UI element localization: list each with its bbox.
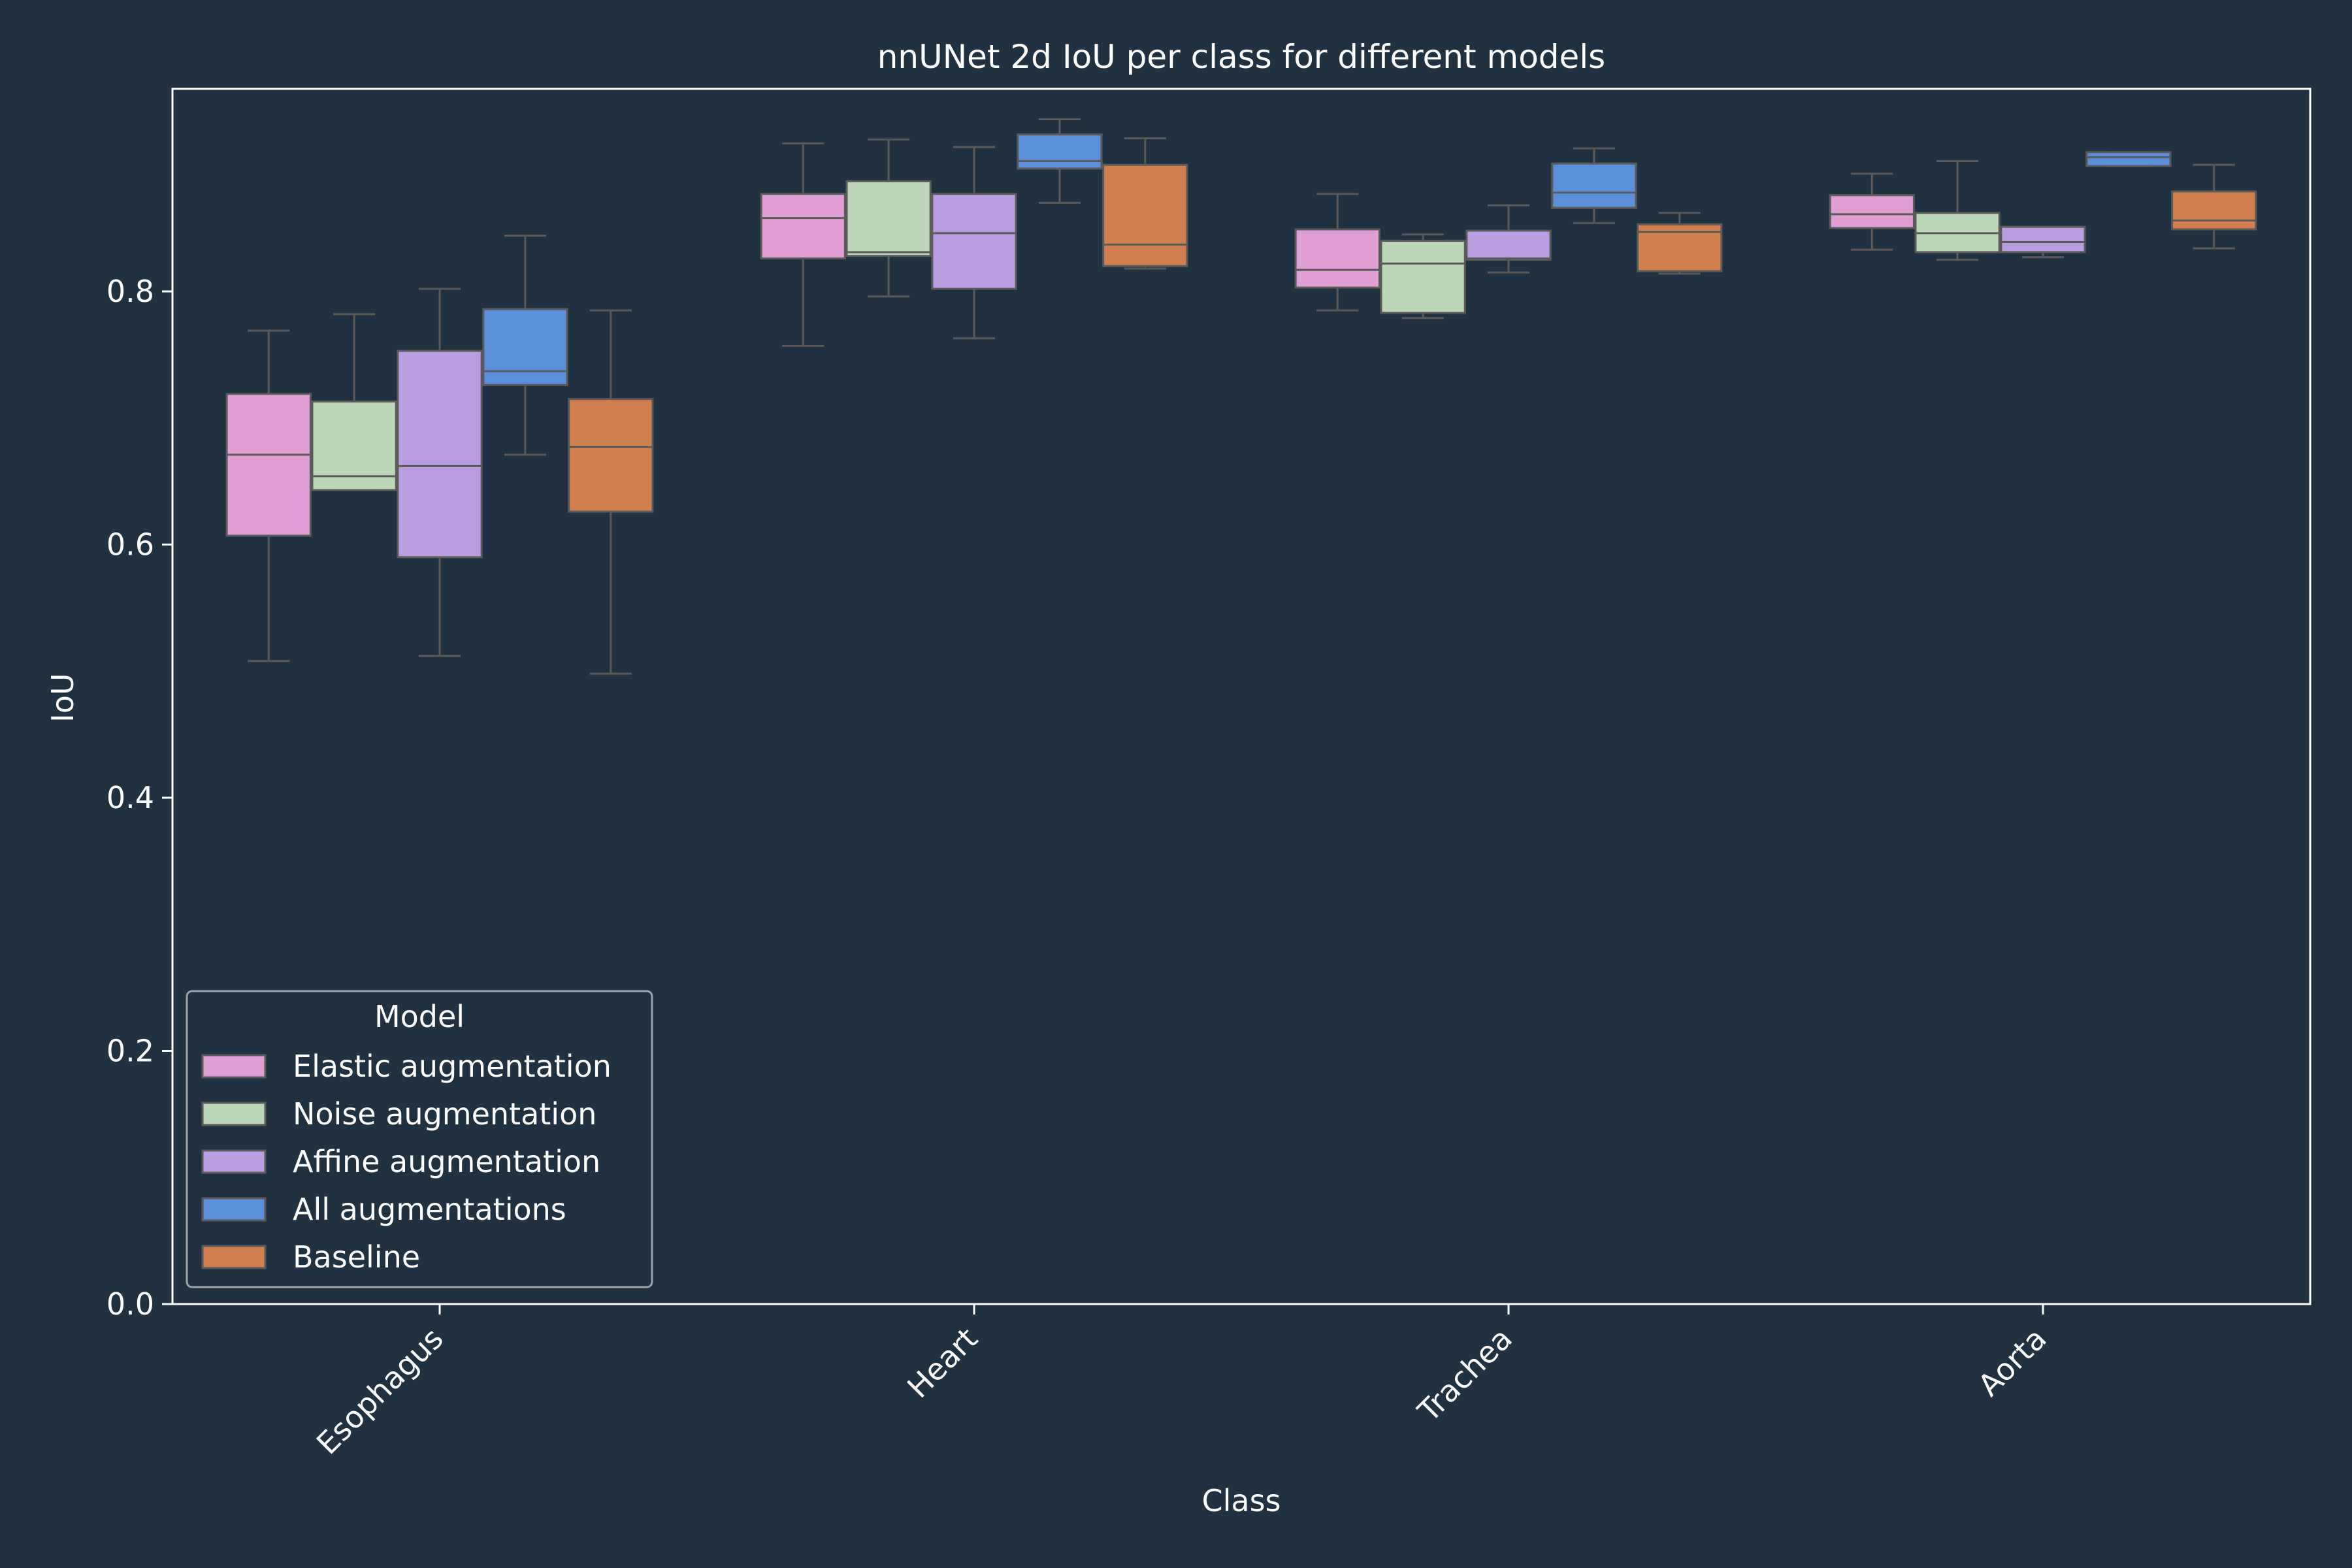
box	[1829, 172, 1915, 251]
box-body	[482, 308, 568, 386]
box-body	[1294, 228, 1380, 289]
box	[1551, 147, 1637, 224]
box	[2000, 225, 2086, 259]
box	[2171, 163, 2257, 250]
box-body	[1102, 163, 1188, 267]
chart-title: nnUNet 2d IoU per class for different mo…	[877, 38, 1606, 76]
legend-items: Elastic augmentation Noise augmentation Af…	[201, 1049, 612, 1275]
y-tick-label: 0.0	[106, 1286, 154, 1322]
box	[568, 309, 654, 675]
y-tick-label: 0.4	[106, 780, 154, 815]
box	[845, 139, 932, 298]
legend-swatch	[201, 1197, 267, 1222]
legend-label: Affine augmentation	[293, 1144, 600, 1179]
box	[1465, 204, 1552, 274]
y-tick-label: 0.6	[106, 527, 154, 563]
box	[482, 235, 568, 456]
legend-swatch	[201, 1149, 267, 1174]
box-body	[225, 393, 312, 537]
box	[1102, 137, 1188, 270]
box-body	[760, 193, 846, 260]
legend-swatch	[201, 1102, 267, 1126]
box-body	[2000, 225, 2086, 253]
legend-label: Noise augmentation	[293, 1096, 596, 1132]
box-body	[2085, 151, 2172, 167]
box	[397, 287, 483, 657]
y-tick-label: 0.2	[106, 1034, 154, 1069]
box-body	[1829, 194, 1915, 229]
box	[1637, 212, 1723, 275]
box-body	[1465, 229, 1552, 261]
legend-swatch	[201, 1054, 267, 1079]
box	[1914, 159, 2001, 261]
box-body	[931, 193, 1017, 290]
box	[2085, 151, 2172, 167]
y-tick-label: 0.8	[106, 274, 154, 309]
box-body	[568, 398, 654, 513]
legend-label: Baseline	[293, 1239, 420, 1275]
y-axis-label: IoU	[45, 673, 80, 722]
box	[1294, 193, 1380, 312]
legend-title: Model	[374, 999, 465, 1034]
plot-area-frame	[171, 88, 2311, 1305]
legend-frame	[186, 990, 653, 1288]
box	[760, 142, 846, 347]
box-plot-marks	[225, 118, 2257, 675]
box-body	[1017, 133, 1103, 170]
box	[931, 146, 1017, 340]
box	[225, 329, 312, 662]
x-axis-label: Class	[1201, 1483, 1281, 1518]
legend-swatch	[201, 1245, 267, 1269]
box	[311, 313, 397, 491]
y-axis-ticks: 0.0 0.2 0.4 0.6 0.8	[106, 274, 172, 1322]
box-body	[2171, 190, 2257, 231]
legend: Model Elastic augmentation Noise augmenta…	[186, 990, 653, 1288]
box-body	[845, 180, 932, 257]
box	[1017, 118, 1103, 204]
legend-label: All augmentations	[293, 1192, 566, 1227]
box	[1380, 233, 1466, 319]
box-body	[397, 350, 483, 559]
legend-label: Elastic augmentation	[293, 1049, 612, 1084]
box-body	[1551, 162, 1637, 209]
box-body	[1380, 240, 1466, 314]
